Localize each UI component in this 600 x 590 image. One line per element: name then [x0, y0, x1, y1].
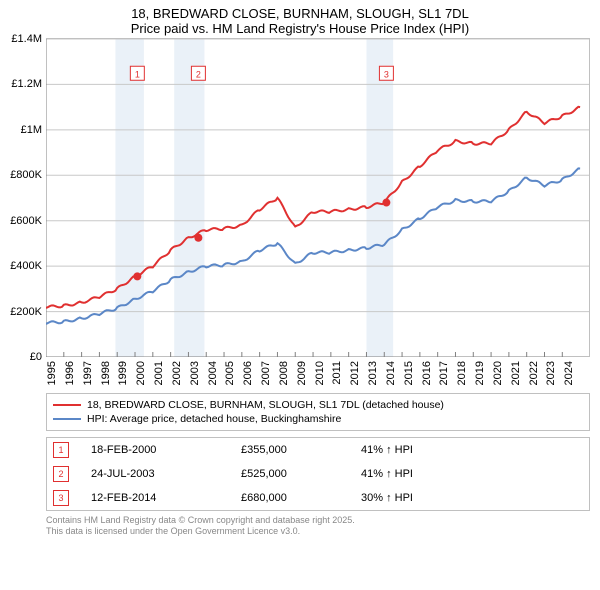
- y-tick-label: £1.2M: [11, 78, 42, 90]
- legend-label: HPI: Average price, detached house, Buck…: [87, 413, 341, 425]
- x-tick-label: 2014: [385, 361, 397, 385]
- x-tick-label: 2013: [367, 361, 379, 385]
- table-row: 3 12-FEB-2014£680,00030% ↑ HPI: [47, 486, 589, 510]
- row-delta: 41% ↑ HPI: [361, 444, 413, 456]
- x-tick-label: 2015: [403, 361, 415, 385]
- svg-text:2: 2: [196, 69, 201, 79]
- x-tick-label: 2022: [528, 361, 540, 385]
- y-tick-label: £1M: [21, 124, 42, 136]
- x-tick-label: 2008: [278, 361, 290, 385]
- x-tick-label: 2005: [224, 361, 236, 385]
- x-tick-label: 2001: [153, 361, 165, 385]
- x-tick-label: 2010: [314, 361, 326, 385]
- transaction-table: 1 18-FEB-2000£355,00041% ↑ HPI 2 24-JUL-200…: [46, 437, 590, 511]
- x-tick-label: 2021: [510, 361, 522, 385]
- row-delta: 41% ↑ HPI: [361, 468, 413, 480]
- svg-text:3: 3: [384, 69, 389, 79]
- y-tick-label: £600K: [10, 215, 42, 227]
- x-tick-label: 2004: [207, 361, 219, 385]
- x-tick-label: 2024: [563, 361, 575, 385]
- x-tick-label: 1995: [46, 361, 58, 385]
- legend-item: HPI: Average price, detached house, Buck…: [53, 412, 583, 426]
- legend: 18, BREDWARD CLOSE, BURNHAM, SLOUGH, SL1…: [46, 393, 590, 431]
- attribution-line2: This data is licensed under the Open Gov…: [46, 526, 590, 537]
- x-tick-label: 1999: [117, 361, 129, 385]
- row-delta: 30% ↑ HPI: [361, 492, 413, 504]
- chart-svg: 1 2 3: [46, 39, 589, 357]
- row-price: £680,000: [241, 492, 361, 504]
- x-tick-label: 2018: [456, 361, 468, 385]
- x-tick-label: 1998: [100, 361, 112, 385]
- x-tick-label: 2002: [171, 361, 183, 385]
- attribution-line1: Contains HM Land Registry data © Crown c…: [46, 515, 590, 526]
- table-row: 1 18-FEB-2000£355,00041% ↑ HPI: [47, 438, 589, 462]
- row-date: 24-JUL-2003: [91, 468, 241, 480]
- x-tick-label: 2016: [421, 361, 433, 385]
- attribution: Contains HM Land Registry data © Crown c…: [46, 515, 590, 538]
- legend-label: 18, BREDWARD CLOSE, BURNHAM, SLOUGH, SL1…: [87, 399, 444, 411]
- table-row: 2 24-JUL-2003£525,00041% ↑ HPI: [47, 462, 589, 486]
- x-tick-label: 2019: [474, 361, 486, 385]
- y-tick-label: £0: [30, 351, 42, 363]
- row-price: £355,000: [241, 444, 361, 456]
- chart-plot-area: 123 £0£200K£400K£600K£800K£1M£1.2M£1.4M1…: [46, 38, 590, 357]
- legend-swatch: [53, 404, 81, 406]
- x-tick-label: 1997: [82, 361, 94, 385]
- legend-swatch: [53, 418, 81, 420]
- title-line2: Price paid vs. HM Land Registry's House …: [0, 21, 600, 36]
- chart-title: 18, BREDWARD CLOSE, BURNHAM, SLOUGH, SL1…: [0, 0, 600, 38]
- x-tick-label: 2017: [438, 361, 450, 385]
- page: 18, BREDWARD CLOSE, BURNHAM, SLOUGH, SL1…: [0, 0, 600, 590]
- x-tick-label: 2011: [331, 361, 343, 385]
- x-tick-label: 2023: [545, 361, 557, 385]
- x-tick-label: 2007: [260, 361, 272, 385]
- row-date: 18-FEB-2000: [91, 444, 241, 456]
- x-tick-label: 2009: [296, 361, 308, 385]
- y-tick-label: £400K: [10, 260, 42, 272]
- x-tick-label: 2006: [242, 361, 254, 385]
- x-tick-label: 2003: [189, 361, 201, 385]
- row-marker: 2: [53, 466, 69, 482]
- title-line1: 18, BREDWARD CLOSE, BURNHAM, SLOUGH, SL1…: [0, 6, 600, 21]
- legend-item: 18, BREDWARD CLOSE, BURNHAM, SLOUGH, SL1…: [53, 398, 583, 412]
- y-tick-label: £1.4M: [11, 33, 42, 45]
- x-tick-label: 2020: [492, 361, 504, 385]
- x-tick-label: 2012: [349, 361, 361, 385]
- x-tick-label: 2000: [135, 361, 147, 385]
- row-price: £525,000: [241, 468, 361, 480]
- y-tick-label: £800K: [10, 169, 42, 181]
- x-tick-label: 1996: [64, 361, 76, 385]
- y-tick-label: £200K: [10, 306, 42, 318]
- row-marker: 1: [53, 442, 69, 458]
- row-marker: 3: [53, 490, 69, 506]
- row-date: 12-FEB-2014: [91, 492, 241, 504]
- svg-text:1: 1: [135, 69, 140, 79]
